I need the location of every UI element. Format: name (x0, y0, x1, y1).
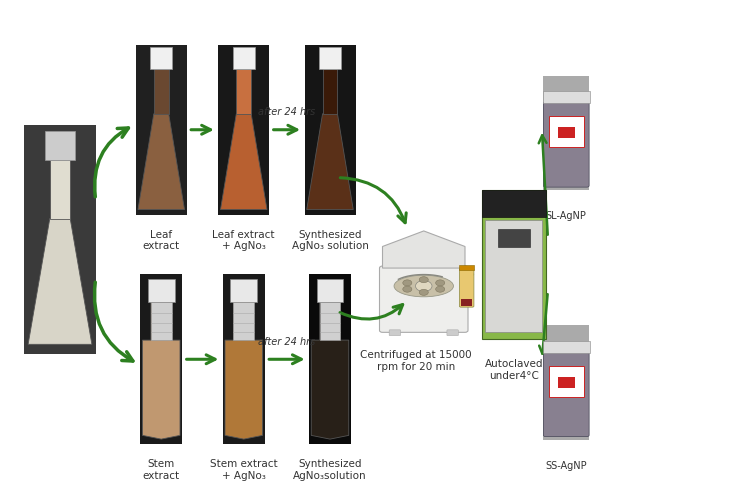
FancyBboxPatch shape (236, 69, 251, 114)
FancyBboxPatch shape (140, 274, 182, 444)
FancyBboxPatch shape (151, 47, 172, 69)
Circle shape (436, 286, 445, 292)
FancyBboxPatch shape (389, 330, 400, 336)
FancyBboxPatch shape (218, 45, 269, 215)
FancyBboxPatch shape (316, 279, 344, 302)
Circle shape (436, 280, 445, 286)
FancyBboxPatch shape (322, 69, 338, 114)
FancyBboxPatch shape (485, 220, 542, 332)
FancyBboxPatch shape (320, 302, 340, 340)
FancyBboxPatch shape (154, 69, 169, 114)
Text: Stem extract
+ AgNo₃: Stem extract + AgNo₃ (210, 459, 278, 481)
Polygon shape (307, 114, 353, 210)
Text: Stem
extract: Stem extract (142, 459, 180, 481)
FancyBboxPatch shape (380, 266, 468, 332)
Polygon shape (138, 114, 184, 210)
Text: Leaf extract
+ AgNo₃: Leaf extract + AgNo₃ (212, 230, 275, 251)
FancyBboxPatch shape (320, 47, 340, 69)
FancyBboxPatch shape (233, 47, 254, 69)
FancyBboxPatch shape (136, 45, 187, 215)
FancyBboxPatch shape (543, 351, 590, 437)
Circle shape (419, 277, 428, 283)
FancyBboxPatch shape (304, 45, 355, 215)
FancyBboxPatch shape (151, 302, 172, 340)
FancyBboxPatch shape (309, 274, 351, 444)
Polygon shape (311, 302, 349, 439)
Polygon shape (225, 302, 262, 439)
FancyBboxPatch shape (45, 131, 75, 160)
FancyBboxPatch shape (498, 229, 530, 247)
Text: after 24 hrs: after 24 hrs (258, 337, 316, 347)
FancyBboxPatch shape (558, 377, 574, 388)
FancyBboxPatch shape (230, 279, 257, 302)
Circle shape (416, 280, 432, 291)
FancyBboxPatch shape (460, 299, 472, 306)
FancyBboxPatch shape (482, 190, 545, 339)
FancyBboxPatch shape (148, 279, 175, 302)
FancyBboxPatch shape (542, 91, 590, 103)
Text: Leaf
extract: Leaf extract (142, 230, 180, 251)
Text: SL-AgNP: SL-AgNP (546, 211, 586, 221)
Polygon shape (28, 219, 92, 344)
FancyBboxPatch shape (459, 265, 474, 270)
FancyBboxPatch shape (233, 302, 254, 340)
FancyBboxPatch shape (542, 341, 590, 353)
FancyBboxPatch shape (459, 269, 474, 307)
Text: Autoclaved
under4°C: Autoclaved under4°C (484, 359, 543, 381)
Circle shape (403, 280, 412, 286)
Text: Centrifuged at 15000
rpm for 20 min: Centrifuged at 15000 rpm for 20 min (361, 350, 472, 372)
Polygon shape (382, 231, 465, 268)
FancyBboxPatch shape (50, 160, 70, 219)
Polygon shape (220, 114, 267, 210)
FancyBboxPatch shape (223, 274, 265, 444)
FancyBboxPatch shape (543, 102, 590, 187)
Circle shape (403, 286, 412, 292)
Text: Synthesized
AgNo₃ solution: Synthesized AgNo₃ solution (292, 230, 368, 251)
Text: SS-AgNP: SS-AgNP (545, 461, 587, 471)
FancyBboxPatch shape (558, 127, 574, 138)
FancyBboxPatch shape (549, 366, 584, 397)
FancyBboxPatch shape (543, 325, 590, 440)
Text: after 24 hrs: after 24 hrs (258, 107, 316, 117)
Circle shape (419, 289, 428, 295)
Polygon shape (142, 302, 180, 439)
FancyBboxPatch shape (447, 330, 458, 336)
FancyBboxPatch shape (549, 116, 584, 147)
FancyBboxPatch shape (482, 190, 545, 217)
FancyBboxPatch shape (543, 75, 590, 190)
FancyBboxPatch shape (24, 125, 96, 354)
Text: Synthesized
AgNo₃solution: Synthesized AgNo₃solution (293, 459, 367, 481)
Ellipse shape (394, 275, 454, 297)
